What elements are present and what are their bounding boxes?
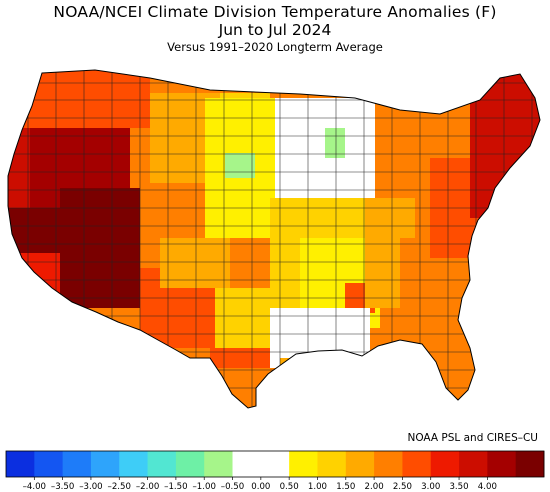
colorbar-border bbox=[5, 450, 545, 478]
colorbar-tick-label: –4.00 bbox=[23, 482, 46, 492]
colorbar-segment bbox=[232, 451, 262, 477]
colorbar-tick-label: 0.50 bbox=[280, 482, 299, 492]
colorbar-tick-label: 0.00 bbox=[251, 482, 270, 492]
colorbar-segment bbox=[402, 451, 432, 477]
colorbar-segment bbox=[204, 451, 233, 477]
colorbar-segment bbox=[119, 451, 148, 477]
colorbar-tick-label: –1.00 bbox=[192, 482, 215, 492]
colorbar-segment bbox=[345, 451, 375, 477]
colorbar-tick-label: 1.50 bbox=[336, 482, 355, 492]
colorbar-segment bbox=[90, 451, 120, 477]
colorbar-tick-label: 3.00 bbox=[421, 482, 440, 492]
colorbar-tick-label: –3.00 bbox=[79, 482, 102, 492]
map-period: Jun to Jul 2024 bbox=[218, 21, 332, 39]
colorbar-tick-label: 3.50 bbox=[449, 482, 468, 492]
colorbar-tick-label: 1.00 bbox=[308, 482, 327, 492]
colorbar-segment bbox=[515, 451, 545, 477]
colorbar-tick-label: –1.50 bbox=[164, 482, 187, 492]
map-baseline: Versus 1991–2020 Longterm Average bbox=[167, 40, 383, 54]
colorbar-segment bbox=[459, 451, 488, 477]
colorbar-segment bbox=[289, 451, 318, 477]
colorbar-segment bbox=[147, 451, 177, 477]
anomaly-regions bbox=[8, 70, 540, 408]
colorbar-tick-label: 4.00 bbox=[478, 482, 497, 492]
map-title: NOAA/NCEI Climate Division Temperature A… bbox=[53, 3, 497, 21]
us-anomaly-map bbox=[7, 69, 541, 409]
colorbar-segment bbox=[62, 451, 92, 477]
colorbar: –4.00 –3.50 –3.00 –2.50 –2.00 –1.50 –1.00 –0.50… bbox=[5, 450, 545, 492]
colorbar-segment bbox=[317, 451, 347, 477]
colorbar-tick-label: –3.50 bbox=[51, 482, 74, 492]
colorbar-tick-label: 2.00 bbox=[365, 482, 384, 492]
colorbar-segment bbox=[34, 451, 64, 477]
colorbar-segment bbox=[260, 451, 290, 477]
colorbar-segment bbox=[175, 451, 205, 477]
colorbar-segment bbox=[6, 451, 35, 477]
colorbar-tick-label: –2.00 bbox=[136, 482, 159, 492]
colorbar-segment bbox=[430, 451, 460, 477]
data-credit: NOAA PSL and CIRES–CU bbox=[407, 432, 539, 444]
colorbar-segment bbox=[487, 451, 517, 477]
colorbar-tick-label: 2.50 bbox=[393, 482, 412, 492]
colorbar-tick-label: –0.50 bbox=[221, 482, 244, 492]
colorbar-segment bbox=[374, 451, 403, 477]
colorbar-tick-label: –2.50 bbox=[108, 482, 131, 492]
